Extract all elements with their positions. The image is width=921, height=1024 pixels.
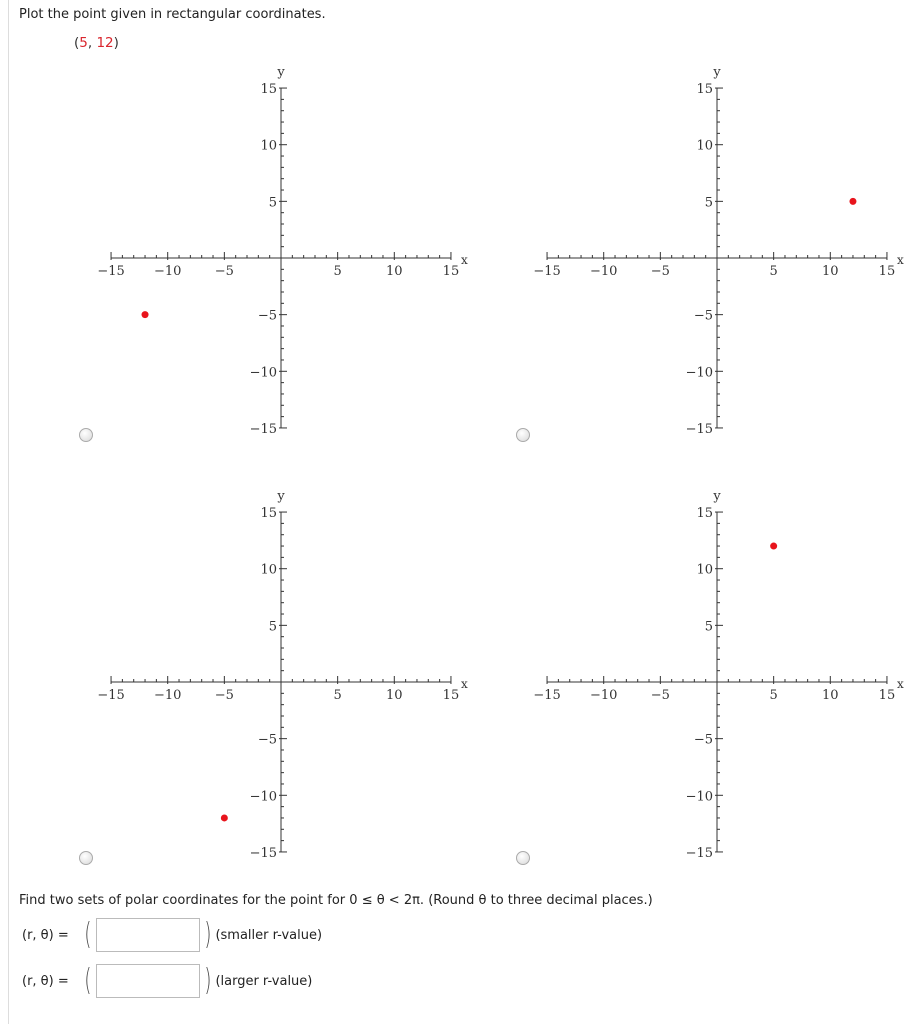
y-tick-label: 10 <box>260 139 277 154</box>
y-tick-label: 5 <box>705 195 713 210</box>
y-tick-label: −10 <box>686 789 713 804</box>
paren-right: ) <box>204 917 212 952</box>
x-tick-label: −5 <box>651 264 670 279</box>
x-tick-label: −10 <box>154 264 181 279</box>
paren-open: ( <box>74 35 80 51</box>
point-sep: , <box>87 35 97 51</box>
question-text: Find two sets of polar coordinates for t… <box>19 893 653 908</box>
y-tick-label: −5 <box>694 733 713 748</box>
x-tick-label: −15 <box>97 688 124 703</box>
x-axis-label: x <box>461 677 468 691</box>
paren-right: ) <box>204 963 212 998</box>
point-x: 5 <box>79 35 88 51</box>
x-tick-label: −5 <box>651 688 670 703</box>
y-tick-label: 15 <box>260 82 277 97</box>
y-tick-label: 10 <box>696 563 713 578</box>
polar-label: (r, θ) = <box>22 973 69 989</box>
y-tick-label: −10 <box>250 365 277 380</box>
x-tick-label: −5 <box>215 264 234 279</box>
y-axis-label: y <box>712 489 721 504</box>
answer-input-larger[interactable] <box>95 964 200 998</box>
y-tick-label: −5 <box>258 733 277 748</box>
paren-left: ( <box>84 917 92 952</box>
data-point <box>849 197 857 205</box>
answer-row-smaller: (r, θ) = ( ) (smaller r-value) <box>22 918 322 952</box>
radio-option-2[interactable] <box>516 428 530 442</box>
paren-left: ( <box>84 963 92 998</box>
note-larger: (larger r-value) <box>215 973 313 989</box>
plots: −15−15−10−10−5−55510101515xy−15−15−10−10… <box>97 65 904 861</box>
x-tick-label: 10 <box>822 688 839 703</box>
data-point <box>770 542 778 550</box>
prompt-text: Plot the point given in rectangular coor… <box>19 7 326 22</box>
answer-input-smaller[interactable] <box>95 918 200 952</box>
y-tick-label: 10 <box>696 139 713 154</box>
y-axis-label: y <box>276 65 285 80</box>
y-axis-label: y <box>276 489 285 504</box>
x-axis-label: x <box>461 253 468 267</box>
x-tick-label: 15 <box>879 264 896 279</box>
data-point <box>141 311 149 319</box>
y-tick-label: −15 <box>250 422 277 437</box>
y-tick-label: 15 <box>260 506 277 521</box>
paren-close: ) <box>113 35 119 51</box>
x-tick-label: −10 <box>590 264 617 279</box>
x-tick-label: −15 <box>533 688 560 703</box>
radio-option-1[interactable] <box>79 428 93 442</box>
polar-label: (r, θ) = <box>22 927 69 943</box>
answer-row-larger: (r, θ) = ( ) (larger r-value) <box>22 964 312 998</box>
x-tick-label: 10 <box>386 264 403 279</box>
x-tick-label: 15 <box>443 264 460 279</box>
note-smaller: (smaller r-value) <box>215 927 323 943</box>
x-axis-label: x <box>897 677 904 691</box>
given-point: (5, 12) <box>74 35 119 51</box>
data-point <box>220 814 228 822</box>
x-tick-label: −5 <box>215 688 234 703</box>
x-tick-label: 5 <box>334 264 342 279</box>
y-tick-label: −15 <box>250 846 277 861</box>
y-tick-label: 5 <box>269 195 277 210</box>
y-tick-label: 5 <box>705 619 713 634</box>
x-tick-label: 5 <box>770 264 778 279</box>
x-tick-label: 10 <box>386 688 403 703</box>
x-tick-label: −15 <box>97 264 124 279</box>
y-tick-label: −10 <box>250 789 277 804</box>
y-tick-label: −15 <box>686 422 713 437</box>
y-tick-label: −10 <box>686 365 713 380</box>
y-tick-label: −5 <box>258 309 277 324</box>
left-border <box>8 0 9 1024</box>
y-tick-label: 5 <box>269 619 277 634</box>
y-tick-label: 10 <box>260 563 277 578</box>
x-tick-label: 15 <box>879 688 896 703</box>
y-tick-label: −15 <box>686 846 713 861</box>
y-tick-label: 15 <box>696 506 713 521</box>
x-tick-label: 15 <box>443 688 460 703</box>
x-tick-label: 10 <box>822 264 839 279</box>
x-tick-label: −15 <box>533 264 560 279</box>
x-axis-label: x <box>897 253 904 267</box>
point-y: 12 <box>96 35 114 51</box>
y-tick-label: 15 <box>696 82 713 97</box>
y-tick-label: −5 <box>694 309 713 324</box>
x-tick-label: 5 <box>770 688 778 703</box>
x-tick-label: −10 <box>590 688 617 703</box>
x-tick-label: 5 <box>334 688 342 703</box>
y-axis-label: y <box>712 65 721 80</box>
radio-option-3[interactable] <box>79 851 93 865</box>
x-tick-label: −10 <box>154 688 181 703</box>
radio-option-4[interactable] <box>516 851 530 865</box>
